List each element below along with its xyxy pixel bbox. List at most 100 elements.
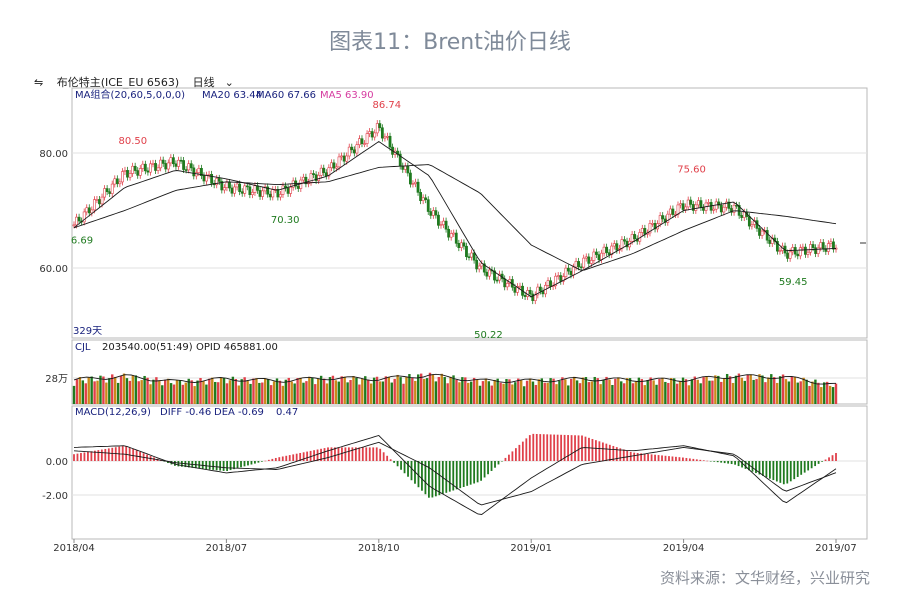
link-icon[interactable]: ⇋: [34, 76, 44, 89]
candle-body: [804, 246, 807, 255]
volume-bar: [828, 385, 832, 404]
volume-bar: [93, 381, 96, 404]
volume-bar: [514, 382, 517, 404]
candle-body: [702, 207, 705, 211]
macd-bar: [563, 434, 566, 461]
volume-bar: [522, 386, 526, 404]
candle-body: [87, 207, 91, 214]
volume-bar: [237, 385, 240, 404]
macd-bar: [605, 443, 608, 461]
main-legend-ma20: MA20 63.44: [202, 90, 262, 101]
candle-body: [352, 149, 356, 154]
candle-body: [457, 243, 461, 248]
macd-bar: [723, 461, 726, 464]
candle-body: [131, 165, 135, 174]
candle-body: [503, 278, 507, 288]
candle-body: [607, 252, 611, 255]
candle-body: [217, 178, 221, 182]
volume-bar: [767, 377, 770, 404]
macd-bar: [775, 461, 778, 482]
volume-bar: [708, 380, 711, 404]
candle-body: [355, 144, 359, 154]
macd-bar: [368, 447, 371, 461]
macd-bar: [483, 461, 486, 478]
macd-bar: [508, 454, 510, 461]
period-selector[interactable]: 日线 ⌄: [193, 76, 244, 89]
volume-bar: [166, 378, 170, 404]
symbol-selector[interactable]: 布伦特主(ICE_EU 6563): [56, 76, 180, 89]
candle-body: [95, 199, 99, 201]
candle-body: [314, 174, 318, 181]
volume-legend-opid: OPID 465881.00: [196, 342, 278, 353]
candle-body: [205, 174, 208, 182]
macd-bar: [421, 461, 423, 491]
macd-bar: [320, 448, 322, 461]
macd-bar: [716, 461, 719, 463]
macd-bar: [372, 447, 375, 461]
candle-body: [615, 243, 619, 251]
price-annotation: 80.50: [118, 136, 147, 147]
macd-legend-name[interactable]: MACD(12,26,9): [75, 407, 151, 418]
candle-body: [513, 286, 517, 293]
macd-bar: [257, 461, 260, 463]
volume-bar: [717, 375, 720, 404]
volume-bar: [587, 382, 591, 404]
macd-bar: [622, 449, 625, 461]
candle-body: [740, 215, 744, 218]
volume-bar: [675, 383, 679, 404]
volume-bar: [272, 381, 276, 404]
main-legend-name[interactable]: MA组合(20,60,5,0,0,0): [75, 88, 185, 101]
volume-bar: [658, 378, 661, 404]
macd-bar: [97, 450, 100, 461]
candle-body: [559, 275, 563, 282]
volume-bar: [99, 375, 102, 404]
volume-legend-name[interactable]: CJL: [75, 342, 91, 353]
macd-bar: [208, 461, 211, 470]
macd-bar: [114, 447, 117, 461]
macd-bar: [487, 461, 489, 475]
volume-bar: [508, 379, 511, 404]
macd-bar: [330, 447, 333, 461]
volume-bars: [72, 372, 838, 404]
macd-bar: [281, 456, 284, 461]
volume-bar: [528, 378, 532, 404]
volume-bar: [102, 376, 105, 404]
volume-bar: [331, 375, 335, 404]
candle-body: [317, 175, 321, 181]
macd-bar: [730, 461, 733, 465]
macd-bar: [741, 461, 743, 468]
volume-bar: [490, 385, 493, 404]
volume-bar: [696, 379, 699, 404]
candle-body: [561, 276, 565, 282]
volume-bar: [625, 378, 629, 404]
macd-bar: [556, 434, 559, 461]
volume-bar: [752, 379, 755, 404]
volume-bar: [437, 377, 441, 404]
x-tick-label: 2019/01: [510, 543, 552, 554]
macd-bar: [403, 461, 406, 474]
macd-bar: [782, 461, 785, 485]
candle-body: [266, 186, 270, 195]
candle-body: [439, 224, 443, 226]
candle-body: [345, 155, 349, 162]
volume-bar: [372, 377, 376, 404]
volume-bar: [158, 380, 161, 404]
volume-bar: [758, 374, 761, 404]
volume-bar: [634, 381, 638, 404]
volume-bar: [334, 380, 338, 404]
candle-body: [222, 187, 226, 191]
macd-bar: [514, 448, 517, 461]
volume-bar: [181, 384, 185, 404]
candle-body: [154, 163, 157, 171]
macd-bar: [702, 460, 705, 461]
candle-body: [653, 223, 657, 230]
candle-body: [814, 247, 818, 254]
macd-bar: [546, 434, 549, 461]
volume-bar: [449, 376, 452, 404]
macd-bar: [650, 454, 653, 461]
macd-bar: [125, 446, 128, 461]
volume-bar: [617, 377, 620, 404]
macd-bar: [341, 447, 343, 461]
candle-body: [442, 220, 445, 225]
volume-bar: [319, 375, 323, 404]
